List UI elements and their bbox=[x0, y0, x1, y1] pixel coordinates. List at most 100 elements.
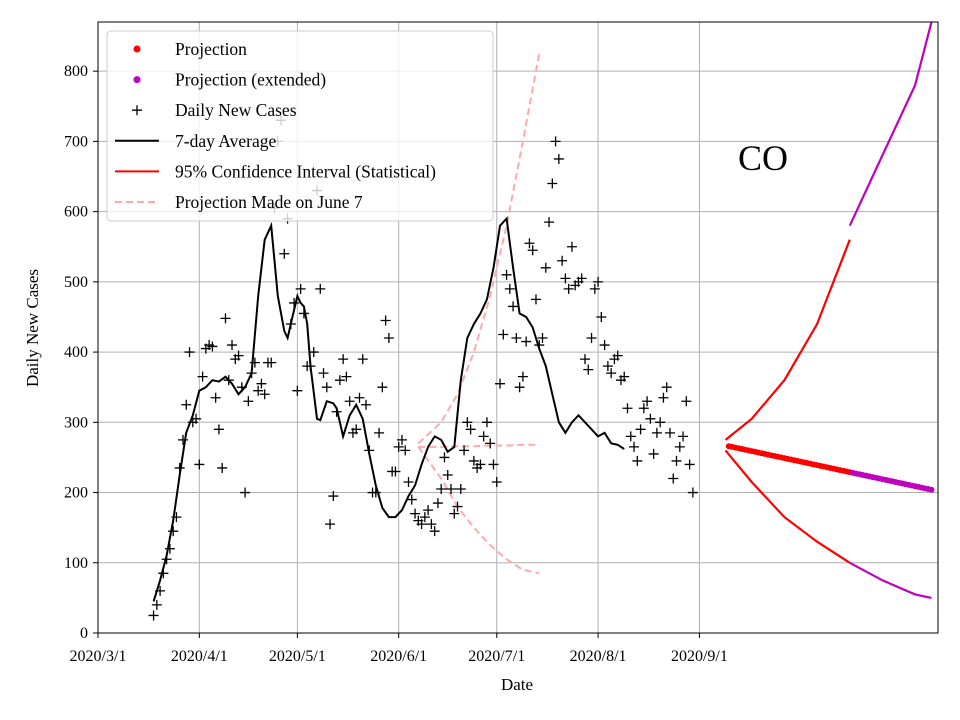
legend-label: Projection (extended) bbox=[175, 70, 326, 90]
daily-case-point bbox=[563, 283, 574, 294]
daily-case-point bbox=[537, 333, 548, 344]
daily-case-point bbox=[334, 375, 345, 386]
daily-case-point bbox=[645, 413, 656, 424]
daily-case-point bbox=[478, 431, 489, 442]
daily-case-point bbox=[661, 382, 672, 393]
daily-case-point bbox=[191, 413, 202, 424]
daily-case-point bbox=[253, 385, 264, 396]
daily-case-point bbox=[210, 392, 221, 403]
daily-case-point bbox=[521, 336, 532, 347]
legend-item: 7-day Average bbox=[115, 131, 276, 151]
legend-item: Projection bbox=[133, 39, 247, 59]
legend-label: 95% Confidence Interval (Statistical) bbox=[175, 161, 436, 181]
x-tick-label: 2020/9/1 bbox=[671, 648, 728, 665]
daily-case-point bbox=[233, 350, 244, 361]
plot-frame bbox=[97, 21, 939, 634]
daily-case-point bbox=[155, 585, 166, 596]
daily-case-point bbox=[151, 599, 162, 610]
daily-case-point bbox=[249, 357, 260, 368]
daily-case-point bbox=[148, 610, 159, 621]
y-axis-label: Daily New Cases bbox=[23, 269, 42, 387]
daily-case-point bbox=[557, 255, 568, 266]
y-tick-label: 800 bbox=[64, 63, 88, 80]
daily-case-point bbox=[279, 248, 290, 259]
daily-case-point bbox=[207, 341, 218, 352]
daily-case-point bbox=[586, 333, 597, 344]
daily-case-point bbox=[383, 333, 394, 344]
daily-case-point bbox=[328, 491, 339, 502]
daily-case-point bbox=[491, 477, 502, 488]
daily-case-point bbox=[678, 431, 689, 442]
daily-case-point bbox=[576, 273, 587, 284]
legend: Projection Projection (extended) Daily New… bbox=[106, 30, 494, 222]
daily-case-point bbox=[459, 445, 470, 456]
daily-case-point bbox=[227, 340, 238, 351]
legend-item: 95% Confidence Interval (Statistical) bbox=[115, 161, 436, 181]
y-tick-label: 100 bbox=[64, 555, 88, 572]
daily-case-point bbox=[508, 301, 519, 312]
daily-case-point bbox=[390, 466, 401, 477]
daily-case-point bbox=[481, 417, 492, 428]
daily-case-point bbox=[498, 329, 509, 340]
daily-case-point bbox=[530, 294, 541, 305]
daily-case-point bbox=[259, 389, 270, 400]
daily-case-point bbox=[442, 469, 453, 480]
legend-label: Projection Made on June 7 bbox=[175, 192, 363, 212]
daily-case-point bbox=[455, 484, 466, 495]
legend-dot-marker bbox=[133, 76, 141, 84]
daily-case-point bbox=[403, 477, 414, 488]
daily-case-point bbox=[243, 396, 254, 407]
x-tick-label: 2020/5/1 bbox=[269, 648, 326, 665]
legend-label: Daily New Cases bbox=[175, 100, 297, 120]
x-tick-label: 2020/7/1 bbox=[468, 648, 525, 665]
daily-case-point bbox=[638, 403, 649, 414]
x-tick-label: 2020/3/1 bbox=[70, 648, 127, 665]
daily-case-point bbox=[566, 241, 577, 252]
daily-case-point bbox=[436, 484, 447, 495]
daily-case-point bbox=[298, 308, 309, 319]
projection-extended-point bbox=[928, 486, 935, 493]
y-tick-label: 600 bbox=[64, 204, 88, 221]
daily-case-point bbox=[396, 434, 407, 445]
daily-case-point bbox=[236, 382, 247, 393]
daily-case-point bbox=[223, 375, 234, 386]
daily-case-point bbox=[632, 455, 643, 466]
ci-extended-lower-line bbox=[849, 561, 932, 599]
daily-case-point bbox=[423, 505, 434, 516]
y-tick-label: 700 bbox=[64, 133, 88, 150]
daily-case-point bbox=[534, 340, 545, 351]
daily-case-point bbox=[606, 368, 617, 379]
daily-case-point bbox=[246, 368, 257, 379]
daily-case-point bbox=[295, 283, 306, 294]
daily-case-point bbox=[377, 382, 388, 393]
daily-case-point bbox=[164, 543, 175, 554]
legend-box bbox=[106, 30, 494, 222]
daily-case-point bbox=[524, 238, 535, 249]
daily-case-point bbox=[410, 508, 421, 519]
legend-plus-marker bbox=[132, 105, 142, 116]
daily-case-point bbox=[432, 498, 443, 509]
daily-case-point bbox=[416, 519, 427, 530]
daily-case-point bbox=[168, 526, 179, 537]
daily-case-point bbox=[289, 297, 300, 308]
daily-case-point bbox=[325, 519, 336, 530]
daily-case-point bbox=[341, 371, 352, 382]
daily-case-point bbox=[475, 459, 486, 470]
daily-case-point bbox=[674, 441, 685, 452]
daily-case-point bbox=[504, 283, 515, 294]
daily-case-point bbox=[465, 424, 476, 435]
daily-case-point bbox=[426, 519, 437, 530]
legend-item: Daily New Cases bbox=[132, 100, 297, 120]
daily-case-point bbox=[527, 245, 538, 256]
daily-case-point bbox=[642, 396, 653, 407]
daily-case-point bbox=[361, 399, 372, 410]
daily-case-point bbox=[220, 313, 231, 324]
daily-case-point bbox=[544, 217, 555, 228]
daily-case-point bbox=[194, 459, 205, 470]
daily-case-point bbox=[681, 396, 692, 407]
daily-case-point bbox=[648, 448, 659, 459]
daily-case-point bbox=[315, 283, 326, 294]
daily-case-point bbox=[517, 371, 528, 382]
daily-case-point bbox=[292, 385, 303, 396]
